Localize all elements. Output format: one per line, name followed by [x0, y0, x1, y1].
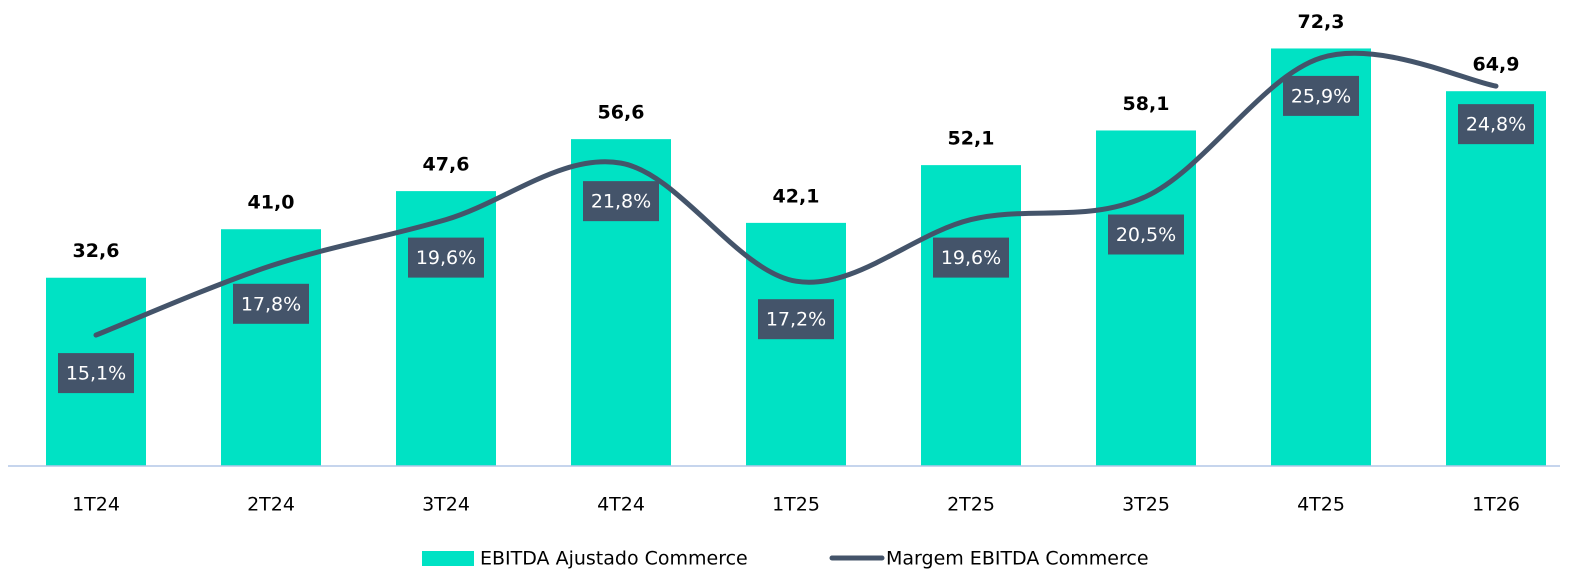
line-label-box: [583, 181, 659, 222]
line: [93, 50, 1499, 338]
legend-label: Margem EBITDA Commerce: [886, 548, 1149, 570]
bar: [221, 229, 321, 466]
line-value-label: 15,1%: [66, 363, 126, 385]
x-tick-label: 2T24: [247, 494, 295, 516]
line-label-box: [408, 237, 484, 278]
line-label-box: [233, 283, 309, 324]
legend-label: EBITDA Ajustado Commerce: [480, 548, 748, 570]
x-tick-label: 2T25: [947, 494, 995, 516]
bar: [396, 191, 496, 467]
bar: [1446, 91, 1546, 466]
bar-value-label: 42,1: [773, 185, 820, 207]
line-value-label: 17,2%: [766, 309, 826, 331]
x-tick-label: 1T24: [72, 494, 120, 516]
line-label-box: [1108, 214, 1184, 255]
bar-value-label: 72,3: [1298, 11, 1345, 33]
x-tick-label: 3T24: [422, 494, 470, 516]
bar: [921, 165, 1021, 466]
x-tick-label: 4T25: [1297, 494, 1345, 516]
bar: [1096, 130, 1196, 466]
bar: [1271, 48, 1371, 466]
line-value-label: 19,6%: [941, 247, 1001, 269]
x-tick-label: 1T26: [1472, 494, 1520, 516]
x-tick-label: 3T25: [1122, 494, 1170, 516]
bar: [746, 222, 846, 466]
line-value-label: 25,9%: [1291, 85, 1351, 107]
bar-value-label: 32,6: [73, 240, 120, 262]
line-label-box: [758, 299, 834, 340]
bar-value-label: 47,6: [423, 154, 470, 176]
bar-value-label: 41,0: [248, 192, 295, 214]
bar-value-label: 56,6: [598, 102, 645, 124]
x-tick-label: 1T25: [772, 494, 820, 516]
line-value-label: 20,5%: [1116, 224, 1176, 246]
x-tick-label: 4T24: [597, 494, 645, 516]
line-value-label: 24,8%: [1466, 114, 1526, 136]
bar-value-label: 64,9: [1473, 54, 1520, 76]
line-label-box: [58, 353, 134, 394]
line-value-label: 21,8%: [591, 191, 651, 213]
line-label-box: [1458, 104, 1534, 145]
bar-value-label: 58,1: [1123, 93, 1170, 115]
line-value-label: 19,6%: [416, 247, 476, 269]
legend-swatch: [422, 551, 474, 566]
line-label-box: [1283, 75, 1359, 116]
bar-value-label: 52,1: [948, 128, 995, 150]
line-value-label: 17,8%: [241, 293, 301, 315]
line-label-box: [933, 237, 1009, 278]
